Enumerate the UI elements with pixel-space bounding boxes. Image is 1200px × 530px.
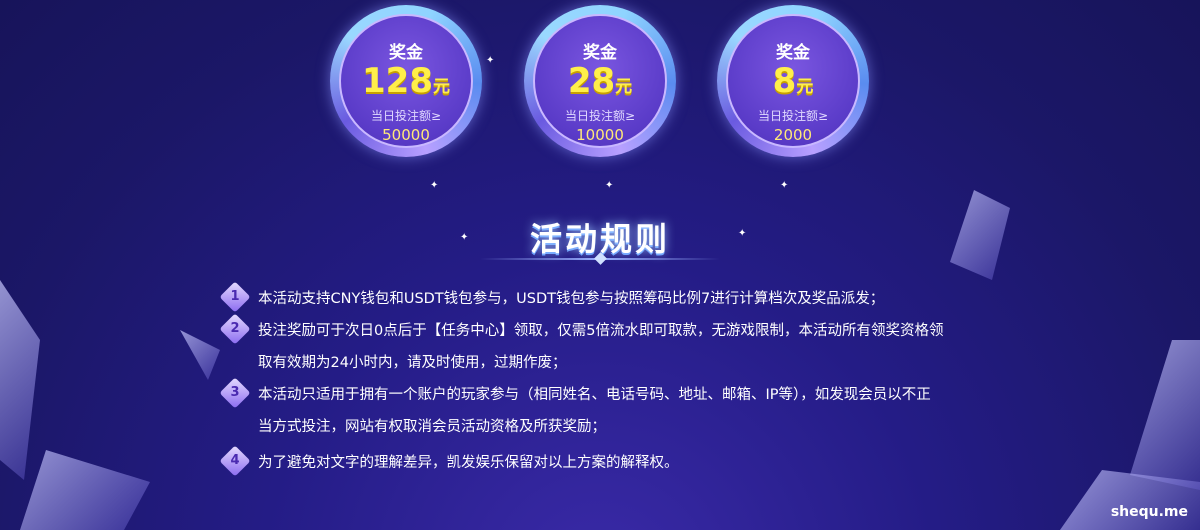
rule-number-badge: 1	[219, 281, 251, 313]
prize-label: 奖金	[776, 43, 810, 63]
star-icon: ✦	[605, 180, 614, 191]
rules-title: 活动规则	[529, 220, 670, 258]
prize-card-3: 奖金 8元 当日投注额≥ 2000	[717, 5, 869, 157]
prize-label: 奖金	[389, 43, 423, 63]
prize-threshold: 50000	[382, 126, 430, 144]
star-icon: ✦	[430, 180, 439, 191]
crystal-decoration	[0, 280, 40, 480]
crystal-decoration	[1130, 340, 1200, 490]
rule-text: 当方式投注，网站有权取消会员活动资格及所获奖励；	[258, 419, 606, 435]
prize-condition: 当日投注额≥	[757, 109, 829, 123]
prize-card-1: 奖金 128元 当日投注额≥ 50000	[330, 5, 482, 157]
star-icon: ✦	[460, 232, 469, 243]
star-icon: ✦	[780, 180, 789, 191]
star-icon: ✦	[486, 55, 495, 66]
prize-threshold: 10000	[576, 126, 624, 144]
rule-number-badge: 3	[219, 377, 251, 409]
watermark: shequ.me	[1110, 504, 1188, 520]
rule-number-badge: 2	[219, 313, 251, 345]
rule-text: 投注奖励可于次日0点后于【任务中心】领取，仅需5倍流水即可取款，无游戏限制，本活…	[258, 323, 944, 339]
prize-amount: 28元	[567, 61, 633, 101]
prize-amount: 8元	[772, 61, 814, 101]
prize-card-2: 奖金 28元 当日投注额≥ 10000	[524, 5, 676, 157]
rule-text: 为了避免对文字的理解差异，凯发娱乐保留对以上方案的解释权。	[258, 455, 679, 471]
rule-text: 本活动支持CNY钱包和USDT钱包参与，USDT钱包参与按照筹码比例7进行计算档…	[258, 291, 885, 307]
rule-number-badge: 4	[219, 445, 251, 477]
rule-text: 取有效期为24小时内，请及时使用，过期作废；	[258, 355, 567, 371]
crystal-decoration	[20, 450, 150, 530]
prize-condition: 当日投注额≥	[370, 109, 442, 123]
crystal-decoration	[180, 330, 220, 380]
rule-text: 本活动只适用于拥有一个账户的玩家参与（相同姓名、电话号码、地址、邮箱、IP等），…	[258, 387, 931, 403]
prize-threshold: 2000	[773, 126, 813, 144]
prize-condition: 当日投注额≥	[564, 109, 636, 123]
prize-amount: 128元	[362, 61, 450, 101]
star-icon: ✦	[738, 228, 747, 239]
prize-label: 奖金	[583, 43, 617, 63]
